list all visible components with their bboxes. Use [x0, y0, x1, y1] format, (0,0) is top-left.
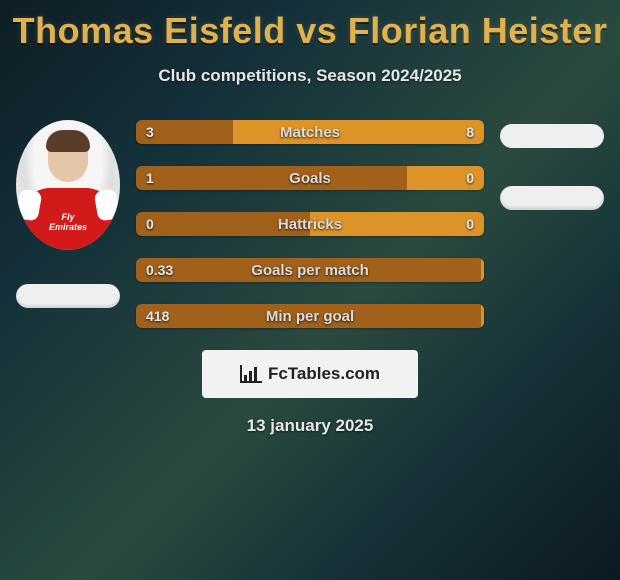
- comparison-card: Thomas Eisfeld vs Florian Heister Club c…: [0, 0, 620, 436]
- stat-bar-right-seg: [233, 120, 484, 144]
- stat-value-left: 0: [136, 212, 164, 236]
- stat-bar: 0.33Goals per match: [136, 258, 484, 282]
- stat-value-left: 418: [136, 304, 179, 328]
- stat-bar-left-seg: [136, 304, 481, 328]
- stat-bar-left-seg: [136, 258, 481, 282]
- stat-bar: 418Min per goal: [136, 304, 484, 328]
- stat-value-left: 3: [136, 120, 164, 144]
- stat-value-right: [464, 258, 484, 282]
- player-right-name-pill: [500, 186, 604, 210]
- bar-chart-icon: [240, 365, 262, 383]
- subtitle: Club competitions, Season 2024/2025: [0, 66, 620, 86]
- page-title: Thomas Eisfeld vs Florian Heister: [0, 0, 620, 52]
- jersey-sponsor: Fly Emirates: [42, 213, 94, 232]
- stat-bar: 00Hattricks: [136, 212, 484, 236]
- player-right-column: [492, 120, 612, 210]
- main-row: Fly Emirates 38Matches10Goals00Hattricks…: [0, 120, 620, 328]
- date-line: 13 january 2025: [0, 416, 620, 436]
- player-right-avatar-placeholder: [500, 124, 604, 148]
- player-left-name-pill: [16, 284, 120, 308]
- stat-bars: 38Matches10Goals00Hattricks0.33Goals per…: [128, 120, 492, 328]
- stat-value-right: [464, 304, 484, 328]
- stat-value-left: 1: [136, 166, 164, 190]
- branding-badge: FcTables.com: [202, 350, 418, 398]
- player-left-column: Fly Emirates: [8, 120, 128, 308]
- branding-text: FcTables.com: [268, 364, 380, 384]
- stat-bar: 10Goals: [136, 166, 484, 190]
- stat-bar-left-seg: [136, 166, 407, 190]
- stat-value-right: 0: [456, 212, 484, 236]
- stat-value-right: 8: [456, 120, 484, 144]
- stat-bar: 38Matches: [136, 120, 484, 144]
- stat-value-left: 0.33: [136, 258, 183, 282]
- stat-value-right: 0: [456, 166, 484, 190]
- player-left-avatar: Fly Emirates: [16, 120, 120, 250]
